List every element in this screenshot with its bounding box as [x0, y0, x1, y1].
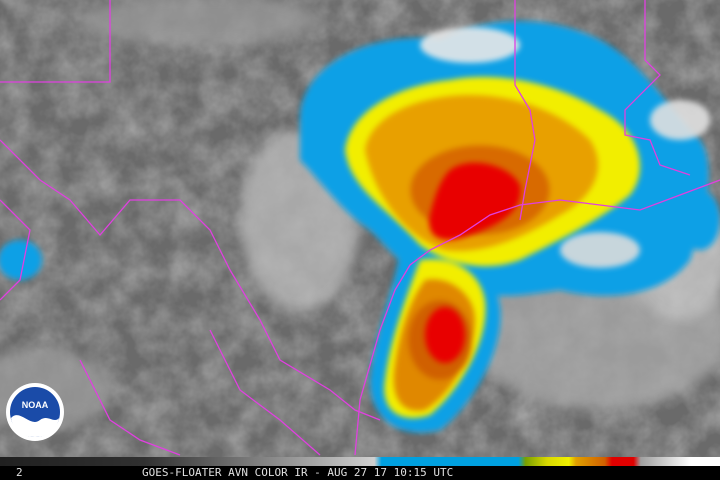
caption-bar: 2 GOES-FLOATER AVN COLOR IR - AUG 27 17 … [0, 457, 720, 480]
frame-label: 2 [16, 466, 23, 479]
caption: GOES-FLOATER AVN COLOR IR - AUG 27 17 10… [142, 466, 453, 479]
imagery [0, 0, 720, 458]
noaa-logo: NOAA [6, 383, 64, 441]
color-scale [0, 457, 720, 466]
borders [0, 0, 720, 456]
logo-text: NOAA [22, 400, 49, 410]
